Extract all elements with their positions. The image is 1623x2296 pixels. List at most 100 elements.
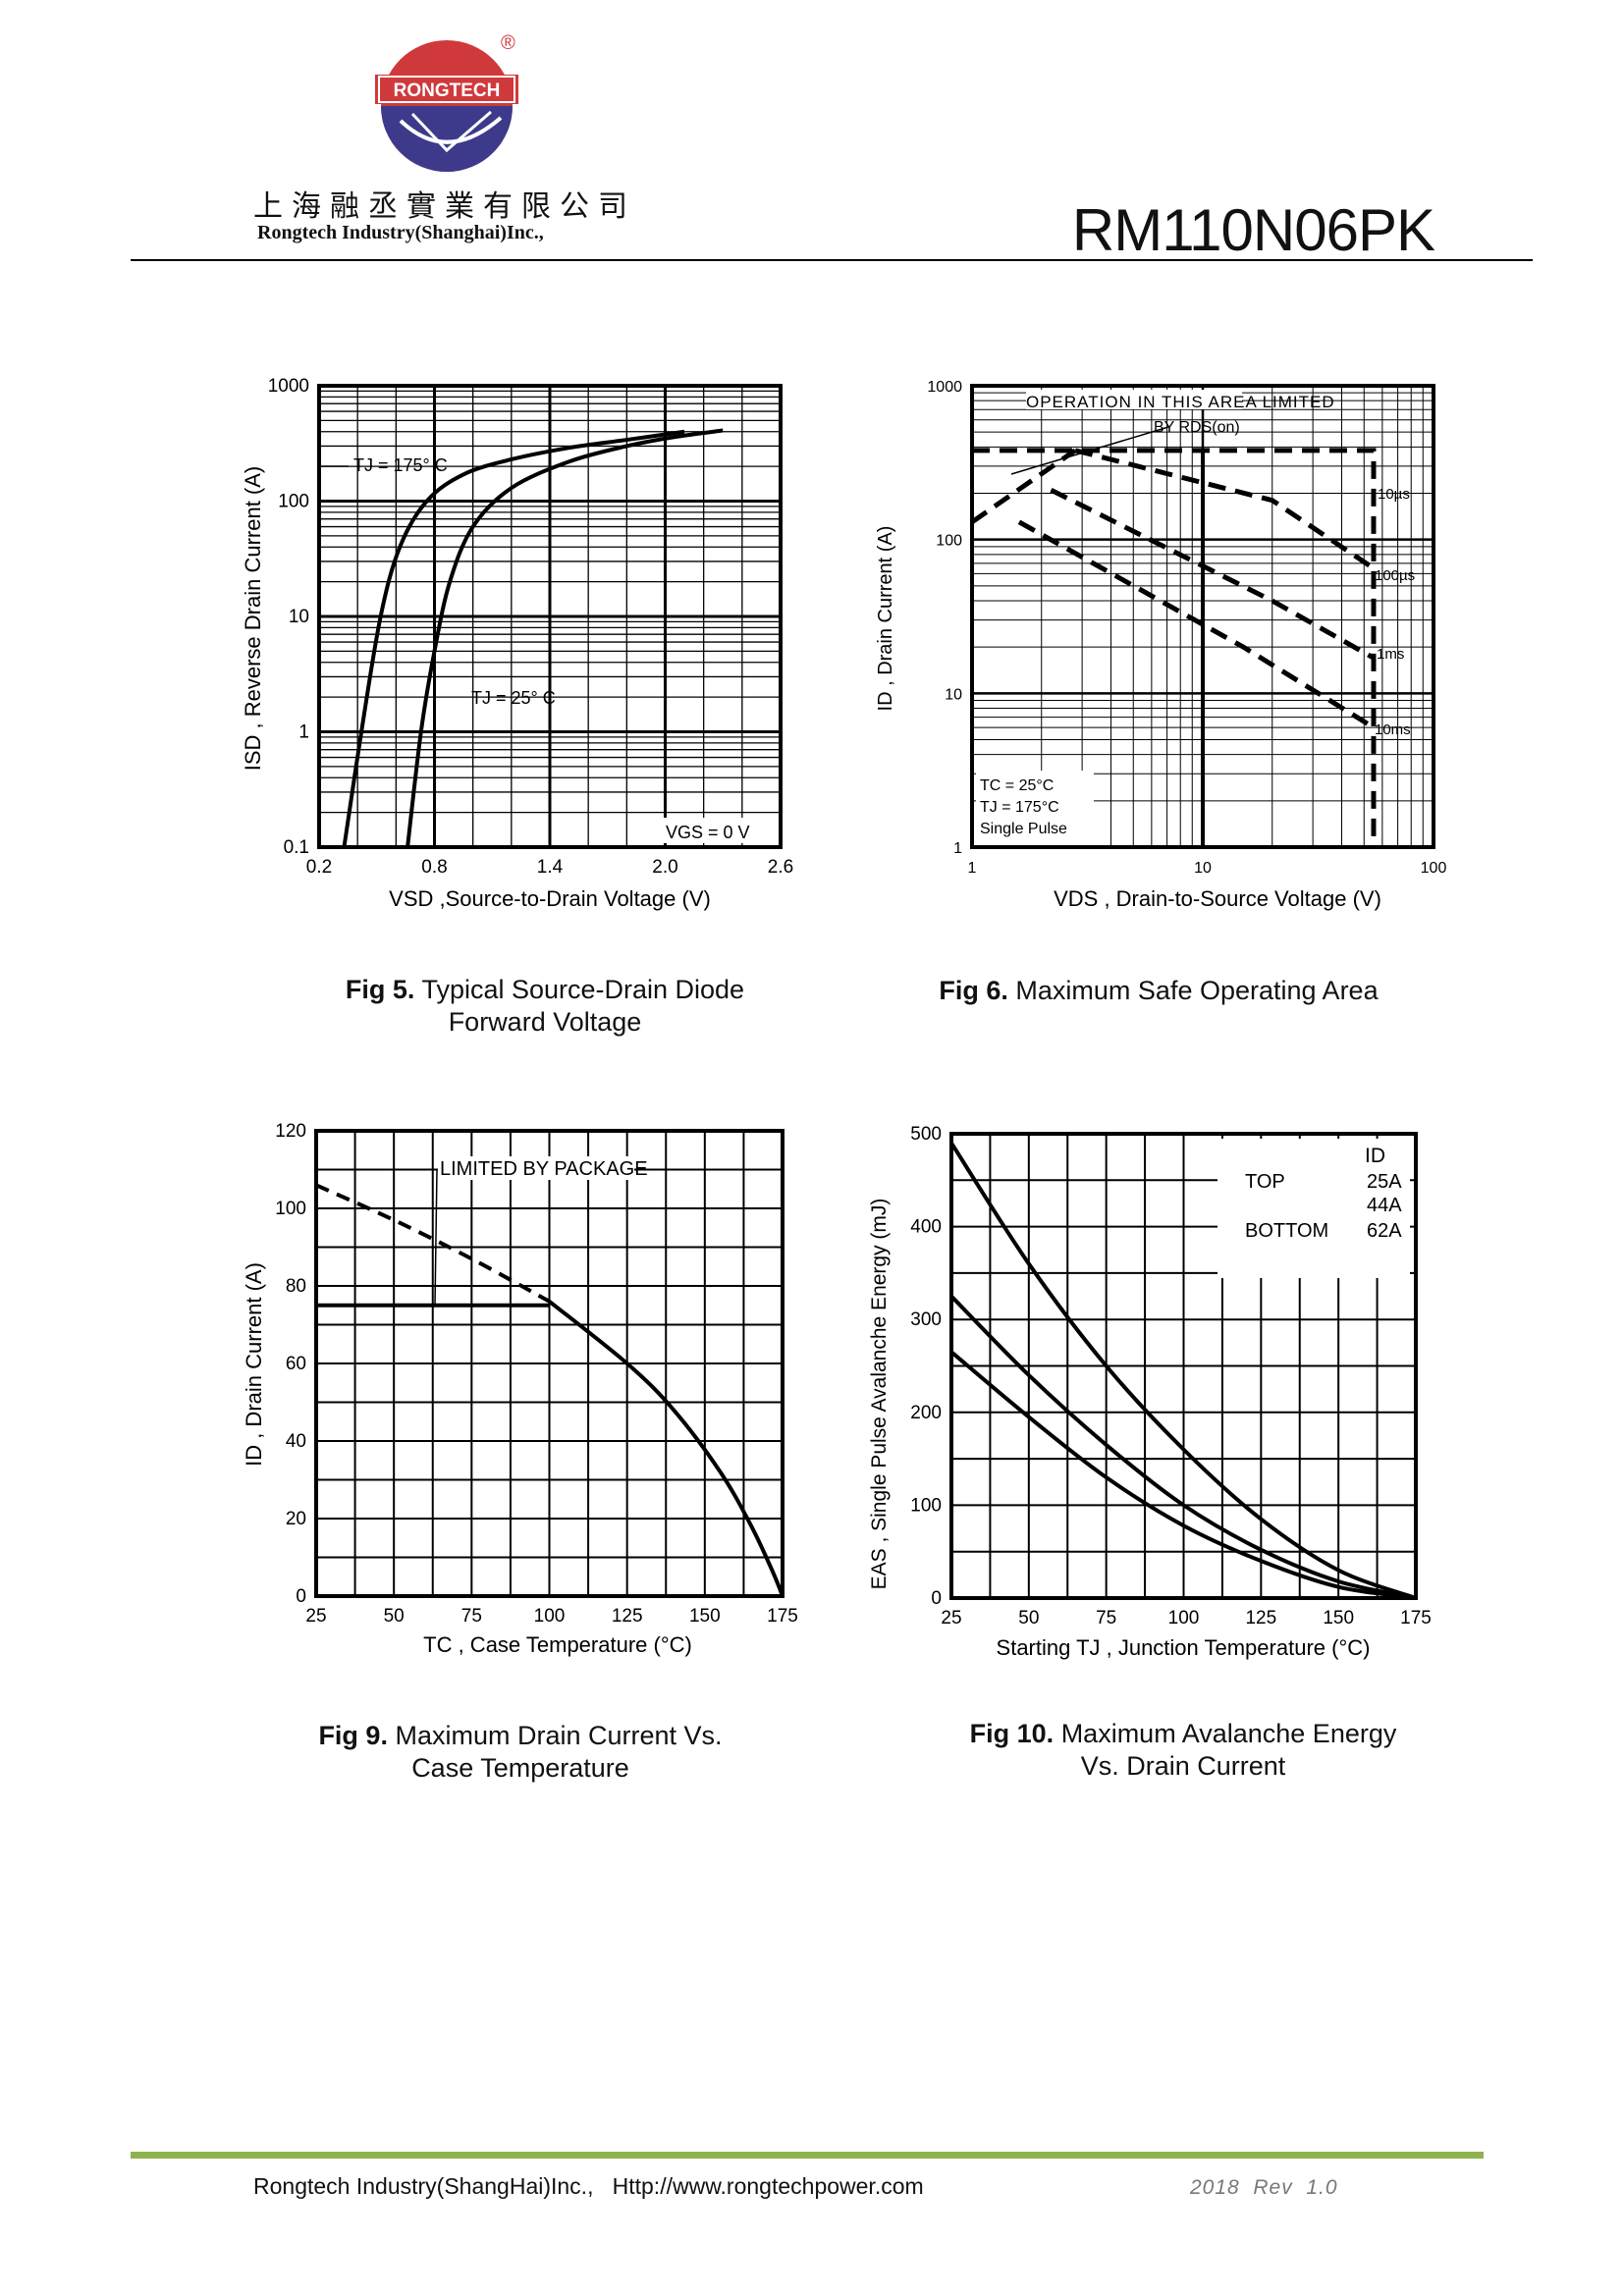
- annotation-tj-25: TJ = 25° C: [471, 688, 556, 708]
- footer-company-url: Rongtech Industry(ShangHai)Inc., Http://…: [253, 2173, 924, 2199]
- footer-revision: 2018 Rev 1.0: [1190, 2176, 1338, 2199]
- y-tick-label: 400: [910, 1217, 942, 1238]
- fig10-caption-text2: Vs. Drain Current: [1080, 1751, 1286, 1781]
- series-10ms: [1017, 519, 1376, 730]
- x-tick-label: 100: [1168, 1608, 1200, 1629]
- company-name-en: Rongtech Industry(Shanghai)Inc.,: [257, 222, 544, 243]
- fig9-caption-number: Fig 9.: [318, 1721, 388, 1750]
- y-axis-label: EAS , Single Pulse Avalanche Energy (mJ): [868, 1199, 891, 1590]
- y-tick-label: 10: [289, 607, 309, 627]
- y-tick-label: 80: [286, 1276, 306, 1297]
- x-tick-label: 50: [1018, 1608, 1039, 1629]
- series-62a: [949, 1350, 1417, 1600]
- x-tick-label: 25: [941, 1608, 961, 1629]
- fig5-caption-number: Fig 5.: [345, 975, 415, 1004]
- y-axis-label: ID , Drain Current (A): [242, 1262, 266, 1467]
- x-axis-label: Starting TJ , Junction Temperature (°C): [997, 1635, 1371, 1660]
- annotation-operation: OPERATION IN THIS AREA LIMITED: [1026, 393, 1335, 411]
- y-tick-label: 20: [286, 1509, 306, 1529]
- series-44a: [949, 1295, 1417, 1600]
- x-tick-label: 1.4: [537, 857, 564, 878]
- fig10-caption-number: Fig 10.: [969, 1719, 1055, 1748]
- x-tick-label: 75: [461, 1606, 482, 1627]
- y-tick-label: 100: [910, 1495, 942, 1516]
- y-tick-label: 100: [275, 1199, 306, 1219]
- annotation-leader: [434, 1169, 438, 1307]
- y-tick-label: 300: [910, 1309, 942, 1330]
- legend-25a: 25A: [1367, 1171, 1402, 1193]
- x-tick-label: 175: [767, 1606, 798, 1627]
- x-tick-label: 2.0: [652, 857, 677, 878]
- header-divider: [131, 259, 1533, 261]
- y-tick-label: 10: [945, 686, 962, 703]
- fig9-caption-text: Maximum Drain Current Vs.: [395, 1721, 723, 1750]
- x-tick-label: 150: [1323, 1608, 1354, 1629]
- annotation-vgs: VGS = 0 V: [666, 823, 750, 842]
- x-tick-label: 1: [968, 860, 977, 877]
- series-silicon-limit: [548, 1300, 784, 1597]
- fig9-chart: LIMITED BY PACKAGE 25 50 75 100 125 150 175 0 20…: [242, 1121, 798, 1657]
- fig10-caption-text: Maximum Avalanche Energy: [1060, 1719, 1397, 1748]
- x-tick-label: 75: [1096, 1608, 1116, 1629]
- x-tick-label: 125: [612, 1606, 643, 1627]
- x-tick-label: 10: [1194, 860, 1212, 877]
- y-tick-label: 200: [910, 1403, 942, 1423]
- fig5-caption: Fig 5. Typical Source-Drain Diode Forwar…: [324, 974, 766, 1039]
- fig5-caption-text2: Forward Voltage: [448, 1007, 642, 1037]
- fig5-chart: TJ = 175° C TJ = 25° C VGS = 0 V 0.2 0.8 1…: [241, 376, 793, 911]
- annotation-rdson: BY RDS(on): [1154, 419, 1240, 436]
- fig9-caption-text2: Case Temperature: [411, 1753, 629, 1783]
- legend-bottom-label: BOTTOM: [1245, 1220, 1328, 1242]
- x-tick-label: 0.2: [306, 857, 332, 878]
- x-tick-label: 25: [305, 1606, 326, 1627]
- fig6-caption: Fig 6. Maximum Safe Operating Area: [913, 975, 1404, 1007]
- label-10us: 10µs: [1378, 486, 1410, 503]
- annotation-single-pulse: Single Pulse: [980, 821, 1067, 837]
- x-tick-label: 0.8: [421, 857, 447, 878]
- series-tj-175: [342, 429, 685, 848]
- x-tick-label: 125: [1245, 1608, 1276, 1629]
- y-tick-label: 60: [286, 1354, 306, 1374]
- y-tick-label: 100: [936, 533, 962, 550]
- x-axis-label: VSD ,Source-to-Drain Voltage (V): [389, 886, 711, 911]
- legend-header: ID: [1365, 1145, 1385, 1167]
- fig9-caption: Fig 9. Maximum Drain Current Vs. Case Te…: [285, 1720, 756, 1785]
- part-number: RM110N06PK: [1071, 197, 1435, 263]
- y-tick-label: 0: [931, 1588, 942, 1609]
- company-logo: RONGTECH ®: [375, 32, 518, 172]
- x-axis-label: VDS , Drain-to-Source Voltage (V): [1054, 886, 1381, 911]
- x-tick-label: 175: [1400, 1608, 1432, 1629]
- label-10ms: 10ms: [1375, 721, 1411, 738]
- x-tick-label: 2.6: [768, 857, 793, 878]
- fig6-chart: OPERATION IN THIS AREA LIMITED BY RDS(on…: [875, 379, 1447, 911]
- fig6-caption-text: Maximum Safe Operating Area: [1015, 976, 1379, 1005]
- y-axis-label: ISD , Reverse Drain Current (A): [241, 466, 265, 772]
- y-tick-label: 0.1: [284, 837, 309, 858]
- y-tick-label: 1: [953, 840, 962, 857]
- legend-44a: 44A: [1367, 1195, 1402, 1216]
- legend-top-label: TOP: [1245, 1171, 1285, 1193]
- fig6-caption-number: Fig 6.: [939, 976, 1008, 1005]
- annotation-limited-by-package: LIMITED BY PACKAGE: [440, 1158, 648, 1180]
- registered-mark: ®: [501, 32, 515, 54]
- x-tick-label: 100: [534, 1606, 566, 1627]
- y-tick-label: 1: [298, 722, 309, 743]
- x-tick-label: 50: [384, 1606, 405, 1627]
- y-axis-label: ID , Drain Current (A): [875, 526, 896, 712]
- label-100us: 100µs: [1375, 567, 1415, 584]
- y-tick-label: 500: [910, 1124, 942, 1145]
- fig10-caption: Fig 10. Maximum Avalanche Energy Vs. Dra…: [938, 1718, 1429, 1783]
- x-tick-label: 100: [1421, 860, 1447, 877]
- fig5-caption-text: Typical Source-Drain Diode: [421, 975, 745, 1004]
- y-tick-label: 1000: [927, 379, 962, 396]
- series-rdson-limit: [970, 448, 1077, 524]
- y-tick-label: 100: [278, 492, 309, 512]
- annotation-leader: [1010, 426, 1169, 475]
- company-name-cn: 上海融丞實業有限公司: [253, 189, 636, 224]
- footer-divider: [131, 2152, 1484, 2159]
- label-1ms: 1ms: [1377, 646, 1404, 663]
- logo-text: RONGTECH: [394, 80, 501, 101]
- legend-62a: 62A: [1367, 1220, 1402, 1242]
- series-tj-25: [406, 428, 724, 848]
- x-tick-label: 150: [689, 1606, 721, 1627]
